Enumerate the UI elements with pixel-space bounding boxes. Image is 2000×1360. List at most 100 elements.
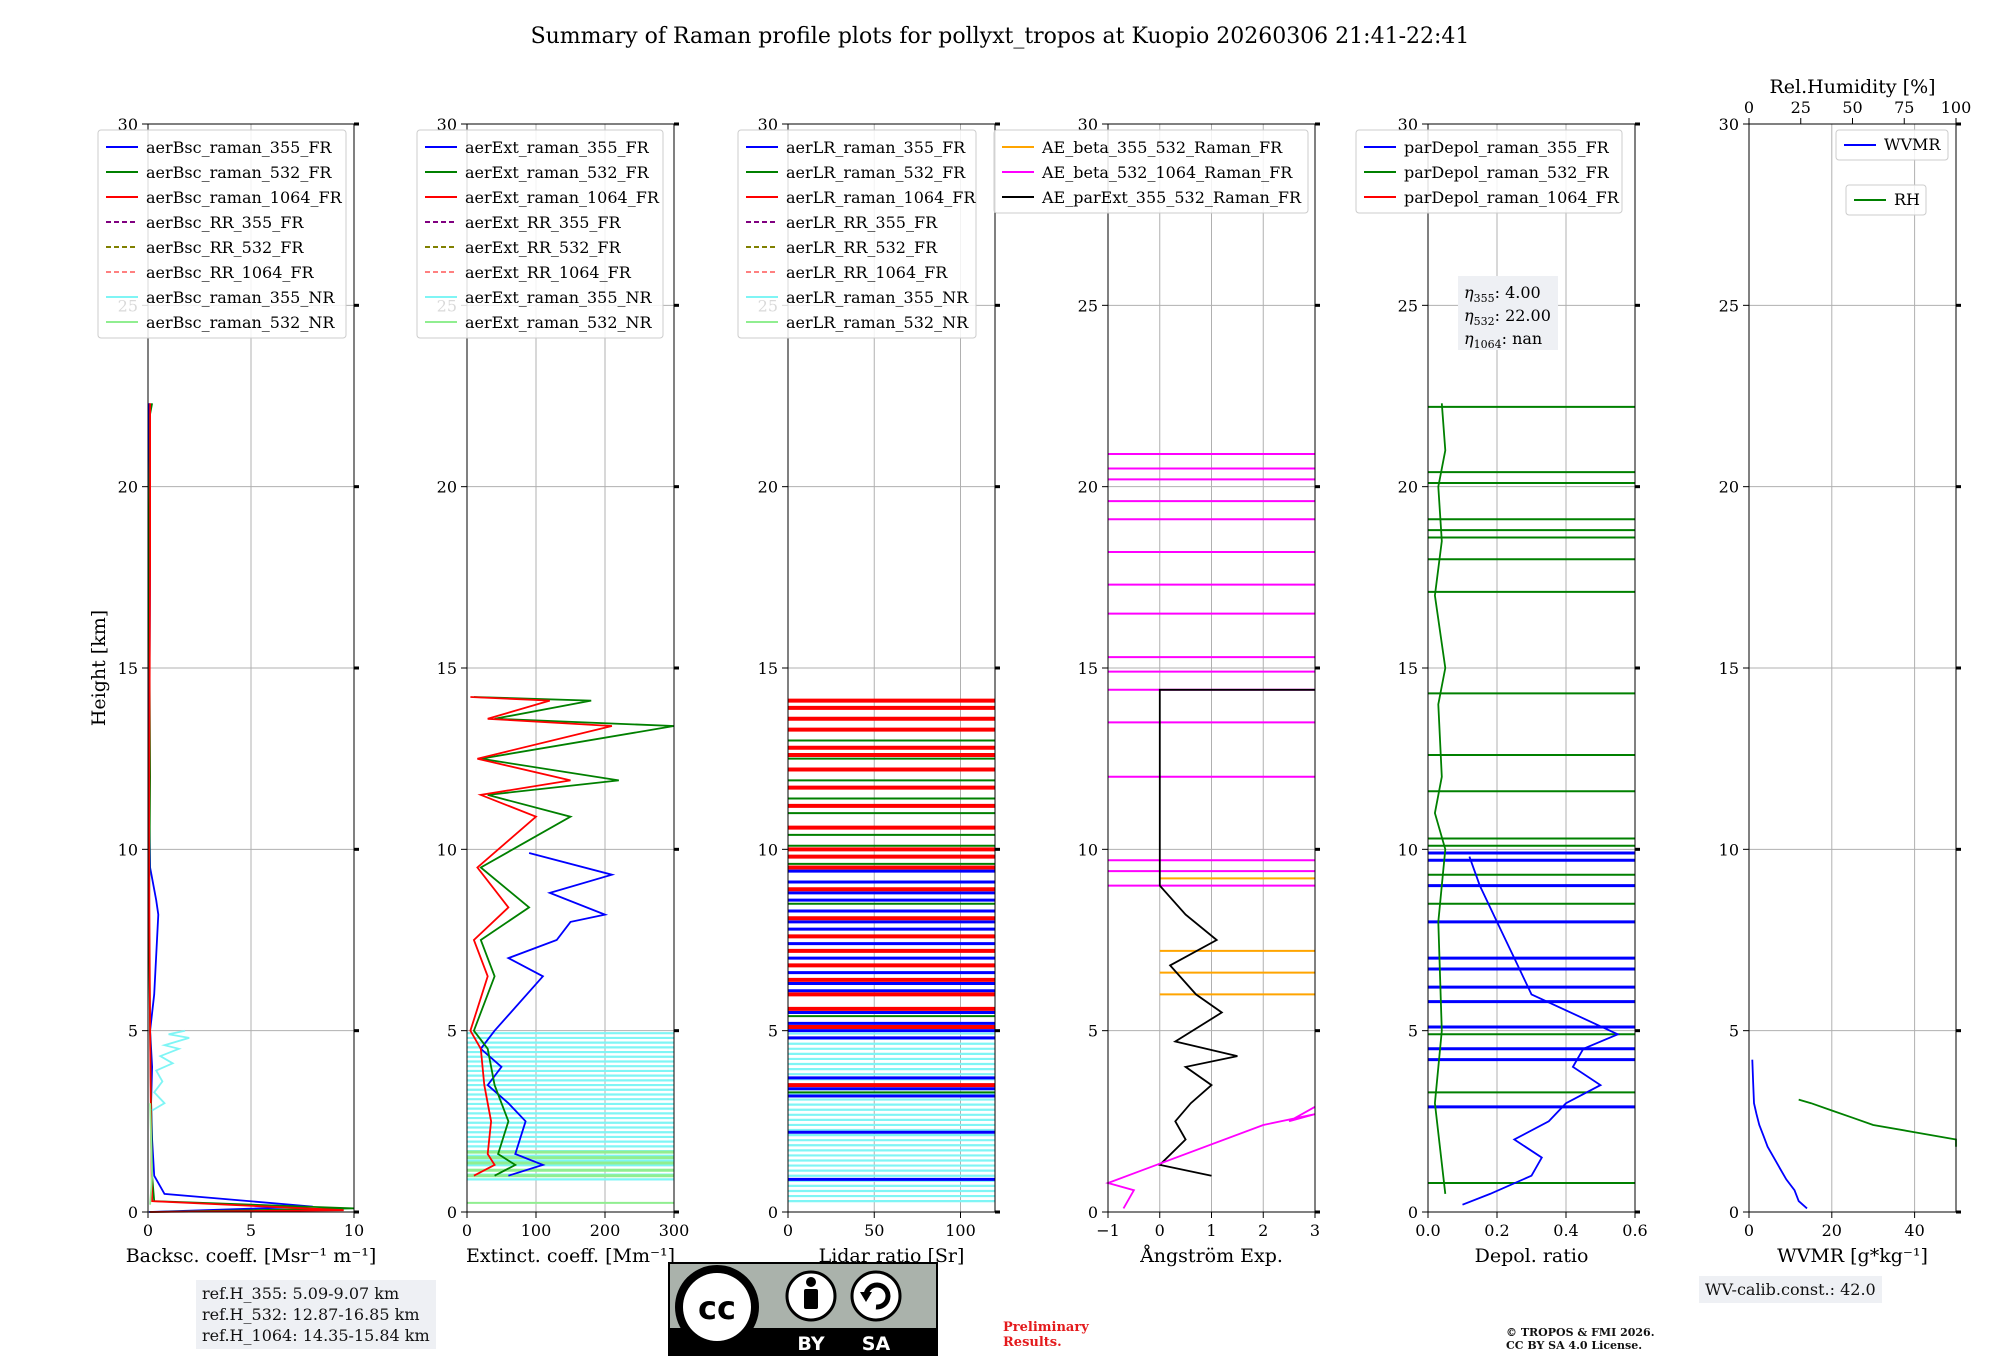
legend-label: aerBsc_raman_1064_FR: [146, 188, 343, 207]
series-aerExt_raman_355_FR: [479, 852, 616, 1177]
x-tick-label: 40: [1904, 1221, 1924, 1240]
legend-label: aerBsc_RR_1064_FR: [146, 263, 315, 282]
legend-label: aerExt_raman_355_FR: [465, 138, 650, 157]
y-tick-label: 5: [1088, 1022, 1098, 1041]
x-tick-label: 0.0: [1415, 1221, 1440, 1240]
panel-water-vapor: 0 5 10 15 20 25 30 0 20 40 WVMR [g*kg⁻¹] 0 25 50 75 100…: [1719, 76, 1972, 1267]
y-tick-label: 0: [128, 1203, 138, 1222]
ref-height-1064: ref.H_1064: 14.35-15.84 km: [202, 1326, 430, 1345]
legend-label: aerExt_RR_355_FR: [465, 213, 622, 232]
series-bands: [1428, 405, 1635, 1184]
legend-label: aerExt_RR_1064_FR: [465, 263, 632, 282]
wv-calibration-constant: WV-calib.const.: 42.0: [1705, 1280, 1876, 1299]
series-aerBsc_raman_1064_FR: [148, 403, 344, 1213]
legend-box: [1835, 129, 1949, 161]
x-tick-label: 0.4: [1553, 1221, 1578, 1240]
y-tick-label: 25: [1078, 296, 1098, 315]
x-tick-label: 0: [462, 1221, 472, 1240]
y-tick-label: 20: [1078, 478, 1098, 497]
y-tick-label: 15: [1719, 659, 1739, 678]
series-aerBsc_raman_355_FR: [148, 403, 313, 1213]
y-tick-label: 25: [1719, 296, 1739, 315]
legend-label: AE_beta_532_1064_Raman_FR: [1041, 163, 1293, 182]
x-tick-label: 50: [864, 1221, 884, 1240]
legend-label: aerLR_RR_532_FR: [786, 238, 938, 257]
x-axis-label: WVMR [g*kg⁻¹]: [1777, 1245, 1928, 1267]
y-tick-label: 20: [758, 478, 778, 497]
y-tick-label: 30: [1719, 115, 1739, 134]
y-tick-label: 20: [1398, 478, 1418, 497]
ref-height-532: ref.H_532: 12.87-16.85 km: [202, 1305, 420, 1324]
y-tick-label: 15: [118, 659, 138, 678]
legend-label: AE_parExt_355_532_Raman_FR: [1041, 188, 1302, 207]
preliminary-line-2: Results.: [1003, 1335, 1062, 1350]
legend-label: aerBsc_RR_532_FR: [146, 238, 304, 257]
x2-tick-label: 50: [1842, 98, 1862, 117]
figure-title: Summary of Raman profile plots for polly…: [531, 24, 1470, 49]
eta-box: [1458, 276, 1558, 350]
x2-tick-label: 25: [1791, 98, 1811, 117]
eta-532: η532: 22.00: [1464, 306, 1551, 328]
series-bands: [467, 1032, 674, 1204]
legend-label: aerBsc_RR_355_FR: [146, 213, 304, 232]
x2-axis-label: Rel.Humidity [%]: [1769, 76, 1935, 98]
legend-label: aerBsc_raman_532_FR: [146, 163, 332, 182]
y-tick-label: 15: [1078, 659, 1098, 678]
x-tick-label: 300: [659, 1221, 690, 1240]
y-tick-label: 30: [758, 115, 778, 134]
legend-label: aerBsc_raman_355_FR: [146, 138, 332, 157]
y-tick-label: 0: [768, 1203, 778, 1222]
y-tick-label: 0: [1729, 1203, 1739, 1222]
x-axis-label: Backsc. coeff. [Msr⁻¹ m⁻¹]: [126, 1245, 377, 1267]
series-parDepol_raman_355_FR: [1462, 856, 1621, 1206]
series-aerExt_raman_1064_FR: [469, 696, 613, 1177]
cc-by-label: BY: [797, 1333, 824, 1355]
svg-text:cc: cc: [698, 1289, 736, 1327]
legend-label: parDepol_raman_532_FR: [1404, 163, 1610, 182]
y-tick-label: 30: [1398, 115, 1418, 134]
x-axis-label: Ångström Exp.: [1139, 1245, 1283, 1267]
preliminary-line-1: Preliminary: [1003, 1320, 1089, 1335]
y-tick-label: 5: [768, 1022, 778, 1041]
series-aerBsc_raman_355_NR: [151, 1029, 190, 1112]
series-RH: [1798, 1098, 1957, 1147]
series-aerBsc_raman_532_NR: [149, 1103, 154, 1205]
series-AE_parExt_355_532_Raman_FR: [1157, 688, 1315, 1177]
legend-label: aerLR_RR_355_FR: [786, 213, 938, 232]
series-parDepol_raman_532_FR: [1433, 403, 1447, 1195]
x-tick-label: 5: [246, 1221, 256, 1240]
y-tick-label: 20: [437, 478, 457, 497]
y-tick-label: 10: [758, 840, 778, 859]
legend-label: aerLR_raman_532_NR: [786, 313, 969, 332]
x-tick-label: 20: [1822, 1221, 1842, 1240]
legend-box: [993, 129, 1309, 214]
legend: aerLR_raman_355_FR aerLR_raman_532_FR aerL…: [737, 129, 977, 339]
eta-1064: η1064: nan: [1464, 329, 1542, 351]
x-axis-label: Depol. ratio: [1475, 1245, 1589, 1267]
x-tick-label: 0: [143, 1221, 153, 1240]
y-tick-label: 15: [437, 659, 457, 678]
y-tick-label: 15: [1398, 659, 1418, 678]
panel-depolarization: 0 5 10 15 20 25 30 0.0 0.2 0.4 0.6 Depol. ratio parD…: [1355, 115, 1648, 1267]
panel-extinction: 0510152025300100200300Extinct. coeff. [M…: [416, 115, 690, 1267]
x-tick-label: 2: [1258, 1221, 1268, 1240]
y-tick-label: 10: [1398, 840, 1418, 859]
eta-355: η355: 4.00: [1464, 283, 1541, 305]
copyright-line-1: © TROPOS & FMI 2026.: [1506, 1326, 1655, 1339]
y-tick-label: 0: [447, 1203, 457, 1222]
y-axis-label: Height [km]: [88, 610, 110, 726]
x-tick-label: −1: [1096, 1221, 1120, 1240]
x2-tick-label: 75: [1894, 98, 1914, 117]
y-tick-label: 30: [118, 115, 138, 134]
panel-backscatter: 0510152025300510Backsc. coeff. [Msr⁻¹ m⁻…: [88, 115, 376, 1267]
series-AE_beta_532_1064_Raman_FR: [1105, 1106, 1316, 1209]
legend-label: aerLR_raman_355_FR: [786, 138, 966, 157]
preliminary-note: Preliminary Results.: [1003, 1320, 1089, 1350]
legend: aerExt_raman_355_FR aerExt_raman_532_FRae…: [416, 129, 664, 339]
y-tick-label: 30: [437, 115, 457, 134]
x-tick-label: 10: [344, 1221, 364, 1240]
x-tick-label: 0: [783, 1221, 793, 1240]
legend-label: parDepol_raman_355_FR: [1404, 138, 1610, 157]
y-tick-label: 0: [1408, 1203, 1418, 1222]
